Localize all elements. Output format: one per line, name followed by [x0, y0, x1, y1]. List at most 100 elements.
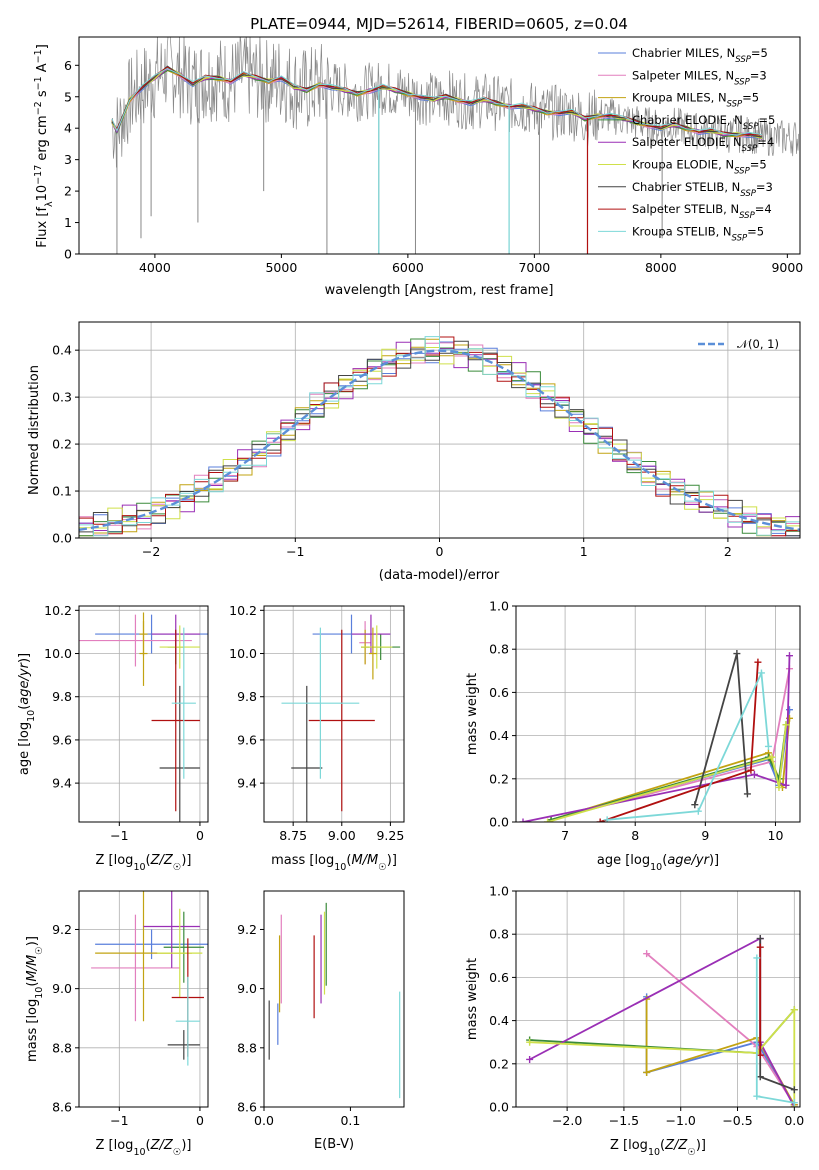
weight-line-5: [547, 724, 787, 822]
y-tick-label: 8.6: [237, 1100, 257, 1115]
legend-entry: Kroupa MILES, NSSP=5: [632, 91, 759, 110]
y-tick-label: 9.0: [52, 981, 72, 996]
panel-mass-vs-extinction: 0.0 0.1 8.6 8.8 9.0 9.2 E(B-V): [237, 890, 405, 1152]
x-tick-label: 0: [436, 544, 444, 559]
y-tick-label: 0.6: [489, 685, 509, 700]
weight-marker: [526, 1055, 534, 1063]
y-tick-label: 0.6: [489, 970, 509, 985]
y-tick-label: 3: [64, 152, 72, 167]
axes-frame: [515, 605, 801, 823]
legend-entry: Salpeter MILES, NSSP=3: [632, 68, 767, 87]
weight-marker: [790, 1086, 798, 1094]
x-tick-label: 9.00: [328, 828, 356, 843]
y-tick-label: 0.2: [489, 1056, 509, 1071]
y-tick-label: 0.4: [489, 728, 509, 743]
weight-marker: [785, 706, 793, 714]
x-tick-label: −1: [110, 828, 128, 843]
weight-marker: [753, 1092, 761, 1100]
y-tick-label: 10.0: [44, 646, 72, 661]
plot-area: [526, 935, 798, 1107]
panel-age-vs-mass: 8.75 9.00 9.25 9.4 9.6 9.8 10.0 10.2 mass [log10…: [229, 603, 405, 873]
weight-marker: [526, 1038, 534, 1046]
plot-area: [281, 614, 401, 822]
y-tick-label: 10.2: [229, 603, 257, 618]
y-tick-label: 9.6: [52, 732, 72, 747]
x-tick-label: −1.5: [609, 1113, 639, 1128]
weight-marker: [743, 790, 751, 798]
weight-line-4: [529, 937, 796, 1107]
plot-area: [79, 336, 800, 537]
histogram-step-6: [79, 340, 800, 537]
weight-marker: [757, 669, 765, 677]
weight-marker: [733, 650, 741, 658]
x-tick-label: 8.75: [279, 828, 307, 843]
weight-marker: [750, 770, 758, 778]
x-tick-label: 1: [580, 544, 588, 559]
x-tick-label: −2: [142, 544, 160, 559]
axes-frame: [515, 890, 801, 1108]
y-axis-label: Normed distribution: [27, 365, 42, 495]
y-tick-label: 8.8: [237, 1040, 257, 1055]
y-tick-label: 0: [64, 247, 72, 262]
axes-frame: [78, 605, 209, 823]
weight-marker: [782, 781, 790, 789]
weight-marker: [643, 1068, 651, 1076]
y-tick-label: 0.2: [489, 771, 509, 786]
x-tick-label: 0.0: [784, 1113, 804, 1128]
y-tick-label: 8.6: [52, 1100, 72, 1115]
weight-marker: [764, 742, 772, 750]
y-tick-label: 0.0: [489, 1100, 509, 1115]
panel-age-vs-metallicity: −1 0 9.4 9.6 9.8 10.0 10.2 Z [log10(Z/Z☉)] age […: [17, 603, 209, 873]
model-line-8: [111, 67, 763, 136]
weight-marker: [782, 721, 790, 729]
y-tick-label: 2: [64, 184, 72, 199]
x-tick-label: 0.1: [340, 1113, 360, 1128]
axes-frame: [78, 36, 801, 255]
x-axis-label: mass [log10(M/M☉)]: [271, 853, 397, 873]
y-tick-label: 0.4: [52, 343, 72, 358]
x-axis-label: Z [log10(Z/Z☉)]: [96, 1138, 192, 1158]
x-tick-label: 2: [724, 544, 732, 559]
y-tick-label: 4: [64, 121, 72, 136]
plot-area: [519, 650, 793, 822]
gaussian-curve: [79, 349, 800, 531]
weight-marker: [596, 818, 604, 822]
weight-marker: [753, 954, 761, 962]
y-tick-label: 1: [64, 215, 72, 230]
axes-frame: [263, 605, 405, 823]
legend-entry: Chabrier STELIB, NSSP=3: [632, 180, 773, 199]
x-tick-label: −1.0: [666, 1113, 696, 1128]
legend-entry: Salpeter ELODIE, NSSP=4: [632, 135, 774, 154]
y-tick-label: 9.2: [52, 922, 72, 937]
x-tick-label: −1: [286, 544, 304, 559]
weight-marker: [643, 950, 651, 958]
y-tick-label: 10.2: [44, 603, 72, 618]
y-tick-label: 9.8: [237, 689, 257, 704]
weight-marker: [691, 801, 699, 809]
y-tick-label: 1.0: [489, 884, 509, 899]
y-tick-label: 0.3: [52, 390, 72, 405]
x-tick-label: 6000: [392, 260, 424, 275]
plot-area: [268, 902, 401, 1099]
panel-mass-weight-vs-metallicity: −2.0 −1.5 −1.0 −0.5 0.0 0.0 0.2 0.4 0.6 0.8 1.0 Z […: [465, 884, 804, 1158]
x-tick-label: 8000: [645, 260, 677, 275]
y-tick-label: 0.8: [489, 927, 509, 942]
x-tick-label: −2.0: [552, 1113, 582, 1128]
y-axis-label: mass weight: [465, 673, 480, 755]
y-tick-label: 9.0: [237, 981, 257, 996]
x-axis-label: Z [log10(Z/Z☉)]: [96, 853, 192, 873]
y-tick-label: 10.0: [229, 646, 257, 661]
y-tick-label: 0.4: [489, 1013, 509, 1028]
y-axis-label: age [log10(age/yr)]: [17, 653, 37, 775]
x-axis-label: wavelength [Angstrom, rest frame]: [325, 283, 554, 298]
legend-entry: Kroupa STELIB, NSSP=5: [632, 224, 764, 243]
x-tick-label: 4000: [139, 260, 171, 275]
weight-marker: [775, 783, 783, 791]
weight-marker: [768, 753, 776, 761]
weight-marker: [694, 807, 702, 815]
weight-line-6: [759, 938, 795, 1091]
axes-frame: [263, 890, 405, 1108]
x-tick-label: 9.25: [376, 828, 404, 843]
weight-marker: [544, 818, 552, 822]
